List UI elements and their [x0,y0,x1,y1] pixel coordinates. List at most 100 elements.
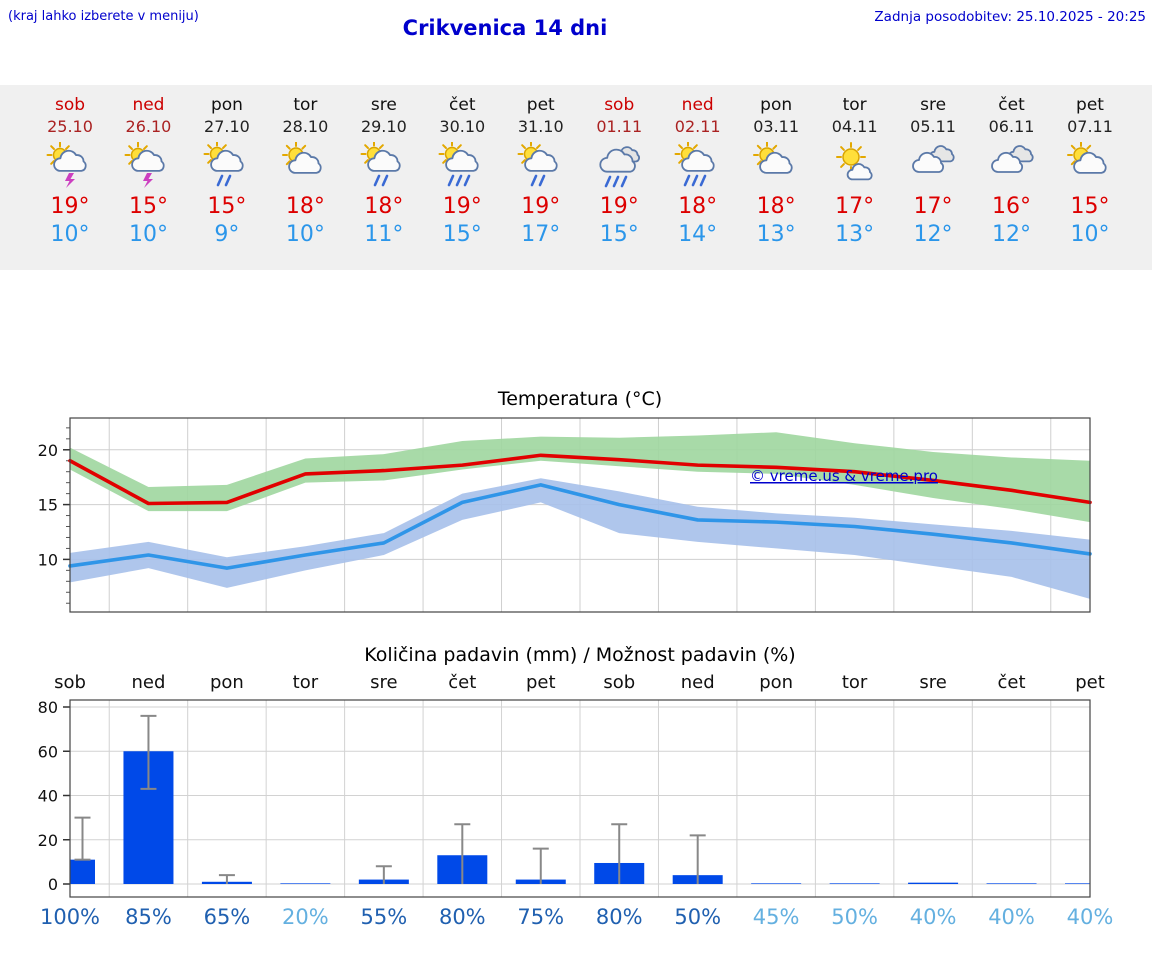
day-date: 28.10 [282,117,329,136]
temperature-chart-title: Temperatura (°C) [497,388,663,410]
day-column-28.10[interactable]: tor 28.10 18° 10° [266,95,344,248]
day-date: 02.11 [674,117,721,136]
day-column-04.11[interactable]: tor 04.11 17° 13° [816,95,894,248]
day-column-31.10[interactable]: pet 31.10 19° 17° [502,95,580,248]
high-temp: 18° [285,194,325,219]
weather-icon-rain-showers [517,142,558,187]
day-label: čet [998,672,1026,693]
day-name: ned [132,95,165,115]
weather-icon-heavy-showers [438,142,479,187]
day-column-06.11[interactable]: čet 06.11 16° 12° [973,95,1051,248]
weather-icon-partly-cloudy [282,142,322,174]
day-name: pon [760,95,793,115]
day-label: pet [526,672,556,693]
last-update: Zadnja posodobitev: 25.10.2025 - 20:25 [874,9,1146,25]
day-name: tor [842,95,867,115]
day-column-30.10[interactable]: čet 30.10 19° 15° [423,95,501,248]
y-tick-label: 20 [38,831,58,850]
low-temp: 13° [835,222,875,247]
low-temp: 13° [756,222,796,247]
precip-probability: 45% [752,905,800,929]
weather-icon-partly-cloudy [1067,142,1107,174]
day-name: pet [1076,95,1104,115]
low-temp: 15° [599,222,639,247]
plot-border [69,699,1091,898]
y-tick-label: 20 [38,441,58,460]
min-temp-line [68,483,1092,570]
precipitation-chart: sob ned pon tor sre čet pet sob ned pon tor sre čet p… [38,672,1105,898]
day-name: čet [449,95,476,115]
day-date: 30.10 [439,117,486,136]
weather-icon-mostly-sunny [835,142,873,181]
forecast-strip: sob 25.10 19° 10° ned 26.10 15° 10° pon 27.10 15° 9… [0,85,1152,270]
high-temp: 18° [678,194,718,219]
day-label: sre [919,672,946,693]
day-date: 01.11 [596,117,643,136]
day-label: sob [603,672,635,693]
precip-probability: 40% [909,905,957,929]
y-tick-label: 0 [48,875,58,894]
low-temp: 17° [521,222,561,247]
day-column-01.11[interactable]: sob 01.11 19° 15° [580,95,658,248]
day-date: 06.11 [988,117,1035,136]
day-column-05.11[interactable]: sre 05.11 17° 12° [894,95,972,248]
high-temp: 15° [128,194,168,219]
weather-icon-heavy-rain [599,146,641,188]
day-date: 07.11 [1067,117,1113,136]
precip-bar [280,883,331,884]
precipitation-chart-title: Količina padavin (mm) / Možnost padavin … [364,644,796,666]
y-tick-label: 15 [38,496,58,515]
high-temp: 16° [992,194,1032,219]
low-temp: 10° [1070,222,1110,247]
day-date: 25.10 [47,117,93,136]
high-temp: 17° [913,194,953,219]
precip-bar [751,883,802,884]
max-temp-range-band [70,432,1090,523]
page-title: Crikvenica 14 dni [402,16,608,40]
day-label: ned [132,672,166,693]
low-temp: 12° [992,222,1032,247]
high-temp: 15° [207,194,247,219]
day-column-07.11[interactable]: pet 07.11 15° 10° [1051,95,1129,248]
day-name: pon [210,95,243,115]
day-column-29.10[interactable]: sre 29.10 18° 11° [345,95,423,248]
high-temp: 19° [50,194,90,219]
weather-icon-rain-showers [203,142,244,187]
low-temp: 10° [50,222,90,247]
day-date: 27.10 [204,117,250,136]
precip-probability: 80% [438,905,486,929]
precip-probability: 65% [203,905,251,929]
precip-bar [70,859,95,884]
day-date: 31.10 [517,117,564,136]
day-column-03.11[interactable]: pon 03.11 18° 13° [737,95,815,248]
day-column-25.10[interactable]: sob 25.10 19° 10° [31,95,109,248]
low-temp: 10° [128,222,168,247]
day-column-27.10[interactable]: pon 27.10 15° 9° [188,95,266,248]
day-label: sob [54,672,86,693]
day-date: 03.11 [753,117,800,136]
precip-probability: 75% [517,905,565,929]
day-column-02.11[interactable]: ned 02.11 18° 14° [659,95,737,248]
precip-bar [986,883,1037,884]
low-temp: 12° [913,222,953,247]
day-date: 26.10 [125,117,172,136]
max-temp-line [68,453,1092,506]
day-label: pon [210,672,244,693]
day-column-26.10[interactable]: ned 26.10 15° 10° [109,95,187,248]
precip-probability: 80% [595,905,643,929]
watermark-link[interactable]: © vreme.us & vreme.pro [750,467,938,485]
y-tick-label: 10 [38,550,58,569]
day-label: pon [759,672,793,693]
low-temp: 14° [678,222,718,247]
day-name: sob [54,95,86,115]
weather-icon-cloudy [912,145,955,173]
precip-probability: 40% [1066,905,1114,929]
weather-icon-partly-cloudy [753,142,793,174]
day-name: sre [370,95,397,115]
day-label: čet [448,672,476,693]
high-temp: 17° [835,194,875,219]
precip-probability: 50% [831,905,878,929]
weather-icon-rain-showers [360,142,401,187]
weather-icon-thunderstorm [124,142,166,188]
precip-probability: 55% [360,905,408,929]
